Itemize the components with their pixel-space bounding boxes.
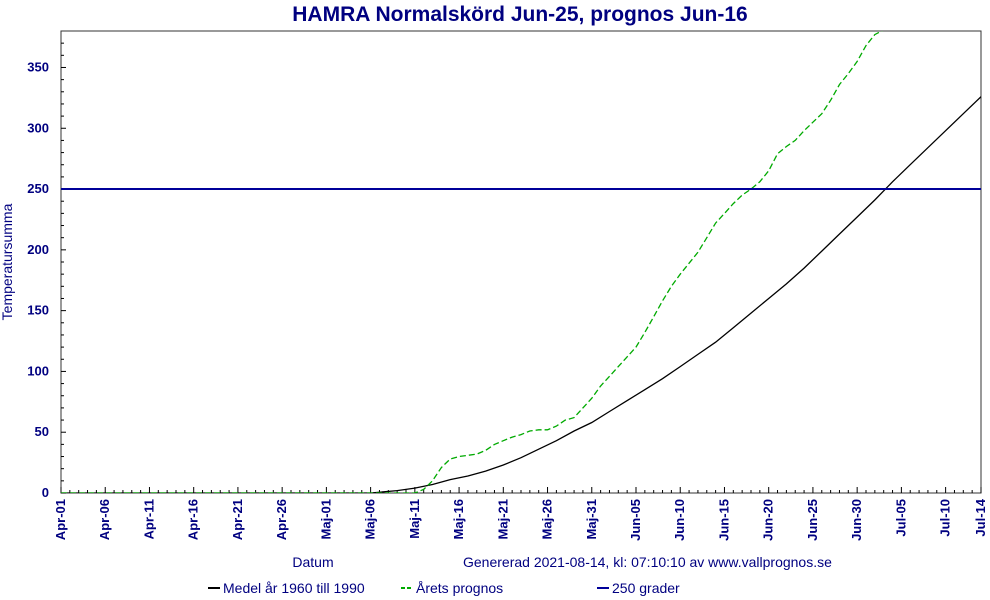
x-tick-label: Jul-10 bbox=[938, 499, 953, 537]
x-tick-label: Maj-16 bbox=[451, 499, 466, 539]
x-tick-label: Jun-30 bbox=[849, 499, 864, 541]
x-tick-label: Maj-26 bbox=[540, 499, 555, 539]
x-tick-label: Apr-16 bbox=[186, 499, 201, 540]
plot-area: 0 50 100 150 200 250 300 350 Apr-01 Apr-06 Apr-11 A… bbox=[27, 30, 988, 541]
x-tick-label: Apr-21 bbox=[230, 499, 245, 540]
series-line-prognos bbox=[61, 31, 883, 493]
x-axis-title: Datum bbox=[292, 554, 333, 570]
x-tick-label: Maj-01 bbox=[318, 499, 333, 539]
x-tick-label: Apr-06 bbox=[97, 499, 112, 540]
x-tick-label: Maj-06 bbox=[363, 499, 378, 539]
y-tick-label: 250 bbox=[27, 181, 49, 196]
plot-frame bbox=[60, 30, 982, 494]
x-tick-label: Maj-31 bbox=[584, 499, 599, 539]
series-line-medel bbox=[61, 95, 981, 493]
x-tick-label: Maj-11 bbox=[407, 499, 422, 539]
y-tick-label: 300 bbox=[27, 120, 49, 135]
x-tick-label: Jun-10 bbox=[672, 499, 687, 541]
y-tick-label: 0 bbox=[42, 485, 49, 500]
x-tick-label: Jun-25 bbox=[805, 499, 820, 541]
x-tick-label: Jul-05 bbox=[893, 499, 908, 537]
y-tick-label: 100 bbox=[27, 363, 49, 378]
x-tick-label: Jun-20 bbox=[761, 499, 776, 541]
x-tick-label: Maj-21 bbox=[495, 499, 510, 539]
x-tick-label: Jun-05 bbox=[628, 499, 643, 541]
x-tick-label: Apr-11 bbox=[141, 499, 156, 539]
y-axis-title: Temperatursumma bbox=[0, 203, 15, 320]
x-tick-label: Apr-01 bbox=[53, 499, 68, 540]
y-tick-label: 50 bbox=[35, 424, 49, 439]
chart-title: HAMRA Normalskörd Jun-25, prognos Jun-16 bbox=[292, 3, 747, 26]
footer-generated: Genererad 2021-08-14, kl: 07:10:10 av ww… bbox=[463, 554, 832, 570]
legend-label: Årets prognos bbox=[416, 580, 503, 596]
x-tick-label: Jun-15 bbox=[716, 499, 731, 541]
x-tick-label: Jul-14 bbox=[973, 498, 988, 536]
y-tick-label: 200 bbox=[27, 242, 49, 257]
x-tick-label: Apr-26 bbox=[274, 499, 289, 540]
y-tick-label: 350 bbox=[27, 59, 49, 74]
legend-label: Medel år 1960 till 1990 bbox=[223, 580, 365, 596]
legend: Medel år 1960 till 1990 Årets prognos 250 … bbox=[208, 580, 680, 596]
legend-label: 250 grader bbox=[612, 580, 680, 596]
y-tick-label: 150 bbox=[27, 303, 49, 318]
